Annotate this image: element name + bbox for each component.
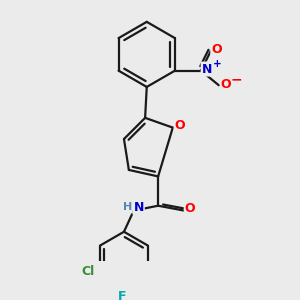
Text: −: − [231,72,243,86]
Text: N: N [134,201,144,214]
Text: F: F [118,290,127,300]
Text: O: O [175,119,185,133]
Text: O: O [185,202,195,215]
Text: O: O [221,78,231,91]
Text: +: + [213,58,222,68]
Text: O: O [211,43,222,56]
Text: H: H [123,202,132,212]
Text: N: N [202,62,212,76]
Text: Cl: Cl [81,265,94,278]
